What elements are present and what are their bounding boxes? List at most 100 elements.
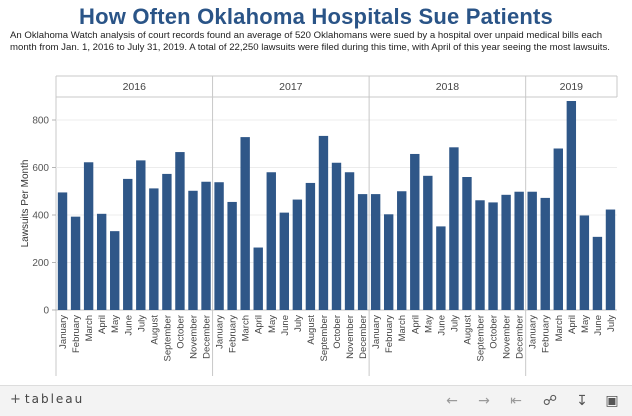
x-tick-label: September <box>319 315 330 361</box>
x-tick-label: March <box>554 315 565 341</box>
bar-2018-february[interactable] <box>383 214 394 310</box>
bar-2016-august[interactable] <box>149 188 159 310</box>
x-tick-label: April <box>410 315 421 334</box>
x-tick-label: June <box>280 315 291 336</box>
x-tick-label: January <box>58 315 69 349</box>
bar-2016-july[interactable] <box>136 160 146 310</box>
x-tick-label: January <box>371 315 382 349</box>
x-tick-label: May <box>267 315 278 333</box>
x-tick-label: March <box>397 315 408 341</box>
bar-2017-february[interactable] <box>227 201 237 310</box>
bar-2018-may[interactable] <box>423 175 433 310</box>
x-tick-label: April <box>97 315 108 334</box>
x-tick-label: July <box>449 315 460 332</box>
y-tick-label: 800 <box>32 116 49 127</box>
bar-2018-december[interactable] <box>514 191 524 310</box>
bar-2016-december[interactable] <box>201 181 211 310</box>
bar-2019-july[interactable] <box>605 209 616 310</box>
bar-2019-march[interactable] <box>553 148 563 311</box>
bar-2016-may[interactable] <box>110 231 120 310</box>
revert-icon[interactable]: ⇤ <box>510 393 522 409</box>
bar-2016-march[interactable] <box>83 162 94 310</box>
x-tick-label: February <box>71 315 82 353</box>
redo-icon[interactable]: → <box>478 393 490 409</box>
bar-2018-march[interactable] <box>397 191 407 310</box>
x-tick-label: August <box>149 315 160 345</box>
bar-2018-july[interactable] <box>449 147 459 310</box>
bar-2016-september[interactable] <box>162 173 172 310</box>
bar-2017-april[interactable] <box>253 247 263 310</box>
bar-2019-june[interactable] <box>592 236 603 310</box>
y-tick-label: 0 <box>43 306 49 317</box>
fullscreen-icon[interactable]: ▣ <box>605 393 619 409</box>
x-tick-label: June <box>593 315 604 336</box>
bar-2017-january[interactable] <box>214 182 224 310</box>
bar-2018-january[interactable] <box>370 194 381 310</box>
bar-2017-september[interactable] <box>318 135 329 310</box>
bar-2017-june[interactable] <box>279 212 290 310</box>
x-tick-label: October <box>175 315 186 349</box>
x-tick-label: May <box>110 315 121 333</box>
x-tick-label: November <box>188 315 199 359</box>
bar-2018-october[interactable] <box>488 202 498 310</box>
x-tick-label: July <box>293 315 304 332</box>
tableau-toolbar: + tableau ← → ⇤ ☍ ↧ ▣ <box>0 385 632 416</box>
bar-chart: 0 200 400 600 800 Lawsuits Per Month 2016 Janua… <box>20 75 618 376</box>
bar-2016-january[interactable] <box>57 192 68 310</box>
bar-2016-november[interactable] <box>188 190 198 310</box>
x-tick-label: February <box>541 315 552 353</box>
bar-2019-february[interactable] <box>540 197 550 310</box>
x-tick-label: June <box>123 315 134 336</box>
x-tick-label: January <box>215 315 226 349</box>
x-tick-label: December <box>202 315 213 359</box>
tableau-wordmark: tableau <box>24 392 85 406</box>
x-tick-label: September <box>162 315 173 361</box>
bar-2018-august[interactable] <box>462 177 472 310</box>
y-tick-label: 200 <box>32 258 49 269</box>
bar-2016-april[interactable] <box>96 213 107 310</box>
x-tick-label: September <box>476 315 487 361</box>
year-header-2017: 2017 <box>279 81 303 93</box>
bar-2018-november[interactable] <box>501 194 511 310</box>
y-axis-title: Lawsuits Per Month <box>20 160 31 248</box>
x-tick-label: July <box>606 315 617 332</box>
x-tick-label: March <box>84 315 95 341</box>
x-tick-label: October <box>489 315 500 349</box>
x-tick-label: December <box>515 315 526 359</box>
x-tick-label: November <box>345 315 356 359</box>
x-tick-label: March <box>241 315 252 341</box>
bar-2017-december[interactable] <box>357 194 368 310</box>
chart-title: How Often Oklahoma Hospitals Sue Patient… <box>79 4 553 29</box>
bar-2016-june[interactable] <box>123 178 133 310</box>
x-tick-label: January <box>528 315 539 349</box>
share-icon[interactable]: ☍ <box>542 393 558 409</box>
bar-2019-april[interactable] <box>566 101 577 310</box>
x-tick-label: May <box>423 315 434 333</box>
x-tick-label: July <box>136 315 147 332</box>
undo-icon[interactable]: ← <box>446 393 458 409</box>
x-tick-label: April <box>254 315 265 334</box>
bar-2017-may[interactable] <box>266 172 276 310</box>
bar-2019-may[interactable] <box>579 215 590 310</box>
bar-2017-march[interactable] <box>240 137 250 310</box>
bar-2018-april[interactable] <box>410 153 420 310</box>
bar-2016-october[interactable] <box>175 152 185 310</box>
bar-2019-january[interactable] <box>527 191 537 310</box>
x-tick-label: February <box>228 315 239 353</box>
download-icon[interactable]: ↧ <box>576 393 588 409</box>
y-tick-label: 400 <box>32 211 49 222</box>
bar-2017-october[interactable] <box>331 162 342 310</box>
tableau-logo[interactable]: + tableau <box>10 392 85 407</box>
bar-2016-february[interactable] <box>70 216 81 310</box>
bar-2017-july[interactable] <box>292 199 303 310</box>
chart-subtitle: An Oklahoma Watch analysis of court reco… <box>10 30 610 53</box>
x-tick-label: December <box>358 315 369 359</box>
x-tick-label: October <box>332 315 343 349</box>
bar-2018-september[interactable] <box>475 200 485 310</box>
x-tick-label: June <box>436 315 447 336</box>
bar-2017-november[interactable] <box>344 172 355 310</box>
bar-2018-june[interactable] <box>436 226 446 310</box>
bar-2017-august[interactable] <box>305 182 316 310</box>
x-tick-label: November <box>502 315 513 359</box>
year-header-2016: 2016 <box>123 81 147 93</box>
